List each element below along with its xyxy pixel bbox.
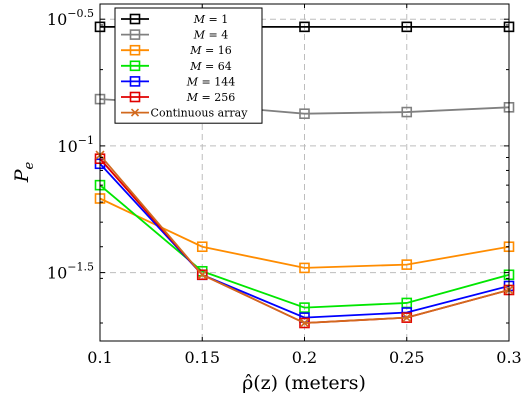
x-axis-ticks: 0.1 0.15 0.2 0.25 0.3 xyxy=(87,4,522,367)
data-point xyxy=(299,108,310,119)
y-axis-label: Pe xyxy=(11,161,37,183)
y-tick-label: 10−0.5 xyxy=(47,7,94,29)
legend-label: M = 4 xyxy=(193,29,228,42)
x-axis-label: ρ̂(z) (meters) xyxy=(242,372,366,394)
legend-label: M = 16 xyxy=(189,44,231,57)
x-tick-label: 0.3 xyxy=(496,348,521,367)
data-point xyxy=(299,302,310,313)
series-line xyxy=(99,184,510,309)
legend-marker xyxy=(130,108,140,117)
data-point xyxy=(197,270,207,280)
legend: M = 1 M = 4 M = 16 M = 64 M = 144 M = 256 Cont… xyxy=(114,7,263,124)
y-axis-label-sub: e xyxy=(22,161,37,169)
x-tick-label: 0.1 xyxy=(87,348,112,367)
data-point xyxy=(196,241,208,253)
legend-label: M = 1 xyxy=(193,13,228,26)
data-point xyxy=(402,313,412,323)
y-tick-label: 10−1.5 xyxy=(47,261,94,283)
legend-entry: M = 1 xyxy=(121,13,228,26)
x-tick-label: 0.2 xyxy=(292,348,317,367)
legend-marker xyxy=(129,91,141,103)
y-axis-ticks: 10−0.5 10−1 10−1.5 xyxy=(47,7,509,324)
series-line xyxy=(99,197,510,269)
legend-entry: Continuous array xyxy=(121,107,248,120)
data-point xyxy=(196,269,208,281)
legend-entry: M = 144 xyxy=(121,75,235,88)
legend-entry: M = 4 xyxy=(121,29,228,42)
legend-marker xyxy=(129,76,141,87)
y-tick-label: 10−1 xyxy=(57,134,94,156)
series-line xyxy=(99,163,510,319)
data-point xyxy=(401,106,413,118)
x-tick-label: 0.15 xyxy=(184,348,220,367)
data-point xyxy=(299,318,310,328)
legend-marker xyxy=(129,29,141,40)
legend-entry: M = 64 xyxy=(121,60,232,73)
legend-entry: M = 16 xyxy=(121,44,232,57)
data-point xyxy=(299,21,310,33)
legend-label: Continuous array xyxy=(151,107,249,120)
y-axis-label-main: P xyxy=(11,168,33,183)
legend-label: M = 144 xyxy=(186,75,235,88)
legend-marker xyxy=(129,44,141,56)
data-point xyxy=(401,21,413,33)
legend-label: M = 64 xyxy=(189,60,231,73)
legend-marker xyxy=(129,60,141,72)
x-tick-label: 0.25 xyxy=(389,348,425,367)
legend-marker xyxy=(129,13,141,25)
data-point xyxy=(401,259,413,270)
data-point xyxy=(299,262,310,274)
legend-label: M = 256 xyxy=(186,91,235,104)
legend-entry: M = 256 xyxy=(121,91,235,104)
